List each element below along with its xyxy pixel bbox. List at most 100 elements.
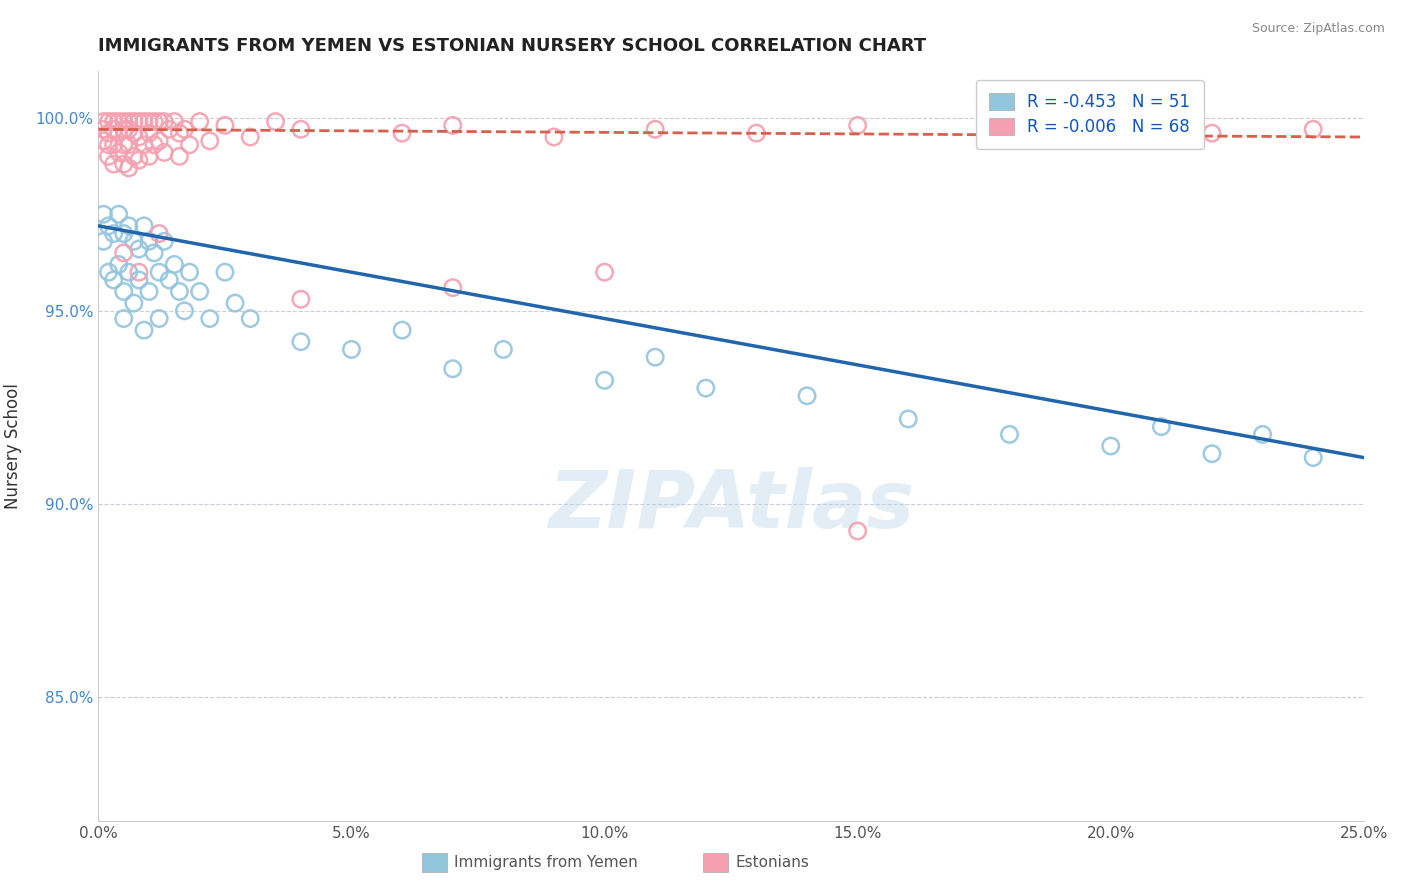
- Point: [112, 227, 135, 241]
- Point: [290, 292, 312, 306]
- Point: [1251, 427, 1274, 442]
- Point: [340, 343, 363, 357]
- Point: [103, 227, 125, 241]
- Point: [107, 257, 129, 271]
- Point: [1099, 122, 1122, 136]
- Point: [128, 265, 150, 279]
- Point: [543, 130, 565, 145]
- Point: [132, 137, 155, 152]
- Point: [391, 126, 413, 140]
- Point: [998, 427, 1021, 442]
- Point: [593, 265, 616, 279]
- Point: [138, 114, 160, 128]
- Point: [224, 296, 246, 310]
- Point: [138, 149, 160, 163]
- Point: [148, 134, 170, 148]
- Point: [112, 137, 135, 152]
- Y-axis label: Nursery School: Nursery School: [4, 383, 21, 509]
- Text: Estonians: Estonians: [735, 855, 810, 870]
- Point: [695, 381, 717, 395]
- Point: [179, 137, 201, 152]
- Point: [122, 114, 145, 128]
- Legend: R = -0.453   N = 51, R = -0.006   N = 68: R = -0.453 N = 51, R = -0.006 N = 68: [976, 79, 1204, 149]
- Point: [148, 265, 170, 279]
- Point: [1099, 439, 1122, 453]
- Point: [138, 126, 160, 140]
- Text: Immigrants from Yemen: Immigrants from Yemen: [454, 855, 638, 870]
- Point: [122, 149, 145, 163]
- Point: [214, 119, 236, 133]
- Point: [128, 114, 150, 128]
- Point: [163, 257, 186, 271]
- Point: [441, 119, 464, 133]
- Point: [112, 122, 135, 136]
- Point: [148, 114, 170, 128]
- Point: [97, 137, 120, 152]
- Point: [239, 311, 262, 326]
- Point: [441, 280, 464, 294]
- Point: [593, 373, 616, 387]
- Point: [391, 323, 413, 337]
- Point: [112, 157, 135, 171]
- Point: [169, 285, 191, 299]
- Point: [290, 334, 312, 349]
- Point: [138, 285, 160, 299]
- Point: [143, 246, 166, 260]
- Point: [143, 114, 166, 128]
- Point: [93, 235, 115, 249]
- Point: [103, 137, 125, 152]
- Point: [112, 285, 135, 299]
- Point: [745, 126, 768, 140]
- Point: [128, 273, 150, 287]
- Point: [290, 122, 312, 136]
- Point: [214, 265, 236, 279]
- Text: Source: ZipAtlas.com: Source: ZipAtlas.com: [1251, 22, 1385, 36]
- Point: [173, 303, 195, 318]
- Point: [97, 126, 120, 140]
- Point: [169, 126, 191, 140]
- Point: [188, 114, 211, 128]
- Point: [198, 134, 221, 148]
- Point: [118, 114, 141, 128]
- Point: [148, 227, 170, 241]
- Point: [112, 246, 135, 260]
- Point: [796, 389, 818, 403]
- Point: [107, 126, 129, 140]
- Point: [1201, 126, 1223, 140]
- Text: ZIPAtlas: ZIPAtlas: [548, 467, 914, 545]
- Point: [198, 311, 221, 326]
- Point: [644, 350, 666, 364]
- Text: IMMIGRANTS FROM YEMEN VS ESTONIAN NURSERY SCHOOL CORRELATION CHART: IMMIGRANTS FROM YEMEN VS ESTONIAN NURSER…: [98, 37, 927, 54]
- Point: [107, 207, 129, 221]
- Point: [103, 114, 125, 128]
- Point: [441, 361, 464, 376]
- Point: [1201, 447, 1223, 461]
- Point: [153, 145, 176, 160]
- Point: [897, 412, 920, 426]
- Point: [128, 242, 150, 256]
- Point: [132, 323, 155, 337]
- Point: [118, 137, 141, 152]
- Point: [93, 134, 115, 148]
- Point: [128, 130, 150, 145]
- Point: [173, 122, 195, 136]
- Point: [157, 122, 180, 136]
- Point: [97, 219, 120, 233]
- Point: [93, 122, 115, 136]
- Point: [998, 130, 1021, 145]
- Point: [169, 149, 191, 163]
- Point: [103, 122, 125, 136]
- Point: [163, 114, 186, 128]
- Point: [103, 157, 125, 171]
- Point: [118, 122, 141, 136]
- Point: [188, 285, 211, 299]
- Point: [1302, 122, 1324, 136]
- Point: [128, 153, 150, 168]
- Point: [103, 273, 125, 287]
- Point: [143, 137, 166, 152]
- Point: [118, 219, 141, 233]
- Point: [93, 114, 115, 128]
- Point: [846, 524, 869, 538]
- Point: [644, 122, 666, 136]
- Point: [118, 265, 141, 279]
